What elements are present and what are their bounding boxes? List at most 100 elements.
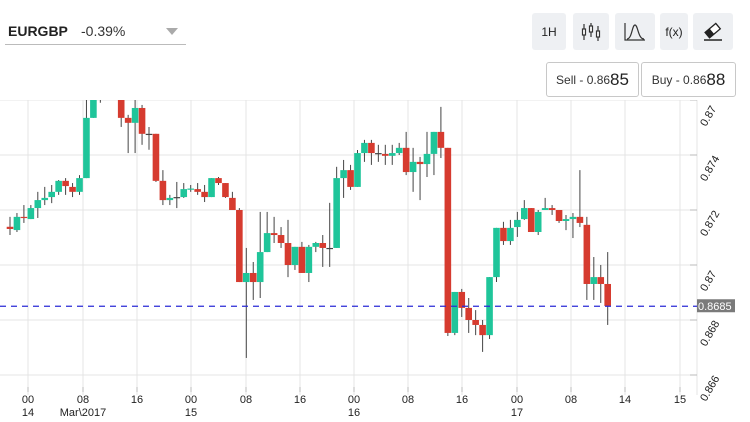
candle-body [430, 131, 438, 154]
y-tick-label: 0.866 [698, 374, 722, 404]
candle [312, 241, 320, 253]
candle-body [236, 210, 243, 283]
candle [555, 210, 563, 223]
candle-body [368, 142, 375, 154]
candle [569, 213, 577, 239]
candle [180, 183, 188, 198]
candle [194, 183, 201, 195]
candle-body [166, 197, 174, 201]
candle [361, 139, 368, 162]
current-price-tag [697, 299, 735, 313]
symbol-selector[interactable]: EURGBP -0.39% [5, 18, 186, 45]
y-tick-label: 0.872 [698, 209, 722, 239]
candle [41, 186, 49, 206]
sell-button[interactable]: Sell - 0.86 85 [546, 62, 639, 97]
candle-body [507, 227, 514, 242]
candle [437, 106, 445, 159]
candle-body [180, 189, 188, 198]
candle [34, 191, 42, 218]
candle [229, 191, 236, 210]
candle [395, 142, 403, 155]
candle-body [548, 208, 556, 210]
candle-body [569, 216, 577, 220]
candle [62, 178, 69, 195]
candle-body [215, 178, 222, 184]
candle-body [201, 191, 208, 198]
functions-button[interactable]: f(x) [660, 13, 688, 50]
x-tick-label: 14 [619, 394, 631, 406]
candle [131, 100, 139, 154]
buy-label: Buy - 0.86 [651, 72, 707, 87]
candle [507, 219, 514, 245]
candle [187, 184, 194, 192]
candle-body [493, 227, 500, 278]
candle-body [562, 219, 570, 221]
candle-body [270, 233, 278, 236]
candle-body [20, 216, 28, 219]
current-price-label: 0.8685 [698, 301, 732, 313]
candle-body [416, 161, 424, 165]
candle [548, 205, 556, 215]
candle [215, 177, 222, 185]
x-tick-label: 00 [511, 394, 523, 406]
candle [521, 200, 528, 220]
candle-body [34, 200, 42, 209]
eraser-icon [704, 22, 722, 41]
candle [340, 159, 347, 198]
y-tick-label: 0.868 [698, 319, 722, 349]
buy-button[interactable]: Buy - 0.86 88 [641, 62, 736, 97]
grid [0, 100, 698, 395]
eraser-button[interactable] [693, 13, 733, 50]
candle [69, 183, 76, 198]
candle [500, 221, 507, 245]
candle-body [527, 208, 535, 232]
candle [305, 244, 313, 283]
candle [458, 288, 466, 317]
x-date-label: Mar\2017 [60, 407, 106, 419]
candle [333, 166, 340, 248]
chevron-down-icon[interactable] [166, 28, 178, 35]
candle [368, 139, 375, 165]
candle-body [90, 100, 97, 118]
candle [124, 114, 132, 154]
candle-body [298, 246, 306, 273]
candle [222, 183, 229, 198]
candle-body [597, 277, 605, 284]
candle-body [583, 224, 591, 284]
candle-body [145, 133, 153, 136]
candle-body [256, 252, 264, 283]
candle [382, 144, 389, 165]
x-tick-label: 00 [22, 394, 34, 406]
candle [263, 211, 271, 253]
candle [583, 216, 591, 300]
candle-body [354, 153, 361, 187]
candle-body [277, 235, 285, 243]
candle-body [347, 170, 354, 187]
indicators-button[interactable] [615, 13, 655, 50]
candle-body [222, 183, 229, 198]
candle [541, 197, 549, 210]
candle [479, 320, 486, 352]
candle [402, 131, 410, 176]
candle [284, 219, 292, 278]
candle-body [48, 191, 55, 198]
timeframe-button[interactable]: 1H [532, 13, 566, 50]
candle-body [55, 180, 62, 192]
candle [416, 156, 424, 201]
candle-body [340, 170, 347, 179]
candle-body [388, 153, 396, 156]
sell-pips: 85 [610, 69, 629, 89]
candle-body [451, 291, 459, 333]
candle [298, 241, 306, 273]
chart-type-button[interactable] [573, 13, 609, 50]
candle-body [604, 283, 611, 306]
price-change: -0.39% [81, 23, 126, 39]
candle [138, 104, 146, 145]
candle-body [555, 210, 563, 221]
candle-body [194, 189, 201, 192]
candle [6, 216, 14, 236]
candle-body [500, 227, 507, 242]
candle-body [62, 180, 69, 187]
